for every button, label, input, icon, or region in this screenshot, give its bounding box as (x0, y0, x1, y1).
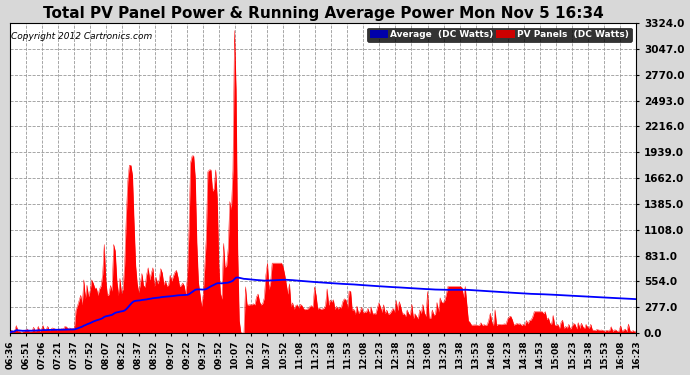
Text: Copyright 2012 Cartronics.com: Copyright 2012 Cartronics.com (11, 32, 152, 41)
Title: Total PV Panel Power & Running Average Power Mon Nov 5 16:34: Total PV Panel Power & Running Average P… (43, 6, 604, 21)
Legend: Average  (DC Watts), PV Panels  (DC Watts): Average (DC Watts), PV Panels (DC Watts) (367, 28, 632, 42)
